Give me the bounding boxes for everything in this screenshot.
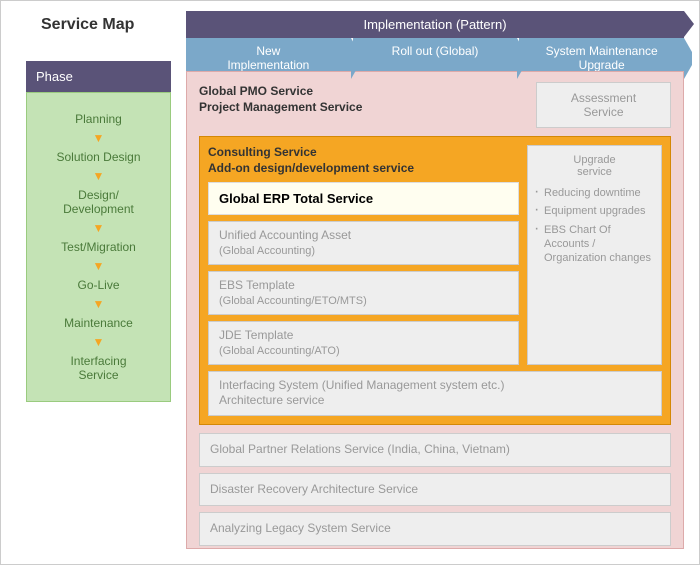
phase-item: Test/Migration — [37, 236, 160, 258]
phase-item: Design/ Development — [37, 184, 160, 220]
consulting-left: Consulting Service Add-on design/develop… — [208, 145, 519, 365]
arrow-down-icon: ▼ — [37, 334, 160, 350]
box-title: EBS Template — [219, 278, 508, 294]
consulting-line1: Consulting Service — [208, 145, 519, 161]
box-sub: (Global Accounting) — [219, 244, 508, 258]
box-sub: (Global Accounting/ETO/MTS) — [219, 294, 508, 308]
implementation-header: Implementation (Pattern) — [186, 11, 684, 38]
arrow-down-icon: ▼ — [37, 258, 160, 274]
assessment-box: Assessment Service — [536, 82, 671, 128]
box-title: JDE Template — [219, 328, 508, 344]
phase-item: Solution Design — [37, 146, 160, 168]
consulting-service-box: Consulting Service Add-on design/develop… — [199, 136, 671, 425]
arrow-down-icon: ▼ — [37, 168, 160, 184]
main-area: Global PMO Service Project Management Se… — [186, 71, 684, 549]
interfacing-title: Interfacing System (Unified Management s… — [219, 378, 651, 394]
service-map-container: Service Map Phase Planning ▼ Solution De… — [0, 0, 700, 565]
service-box-disaster-recovery: Disaster Recovery Architecture Service — [199, 473, 671, 507]
phase-item: Go-Live — [37, 274, 160, 296]
service-box-jde-template: JDE Template (Global Accounting/ATO) — [208, 321, 519, 365]
pmo-service-label: Global PMO Service Project Management Se… — [199, 82, 526, 128]
interfacing-system-box: Interfacing System (Unified Management s… — [208, 371, 662, 416]
arrow-down-icon: ▼ — [37, 220, 160, 236]
service-box-unified-accounting: Unified Accounting Asset (Global Account… — [208, 221, 519, 265]
implementation-row: Implementation (Pattern) New Implementat… — [186, 11, 684, 79]
pmo-line2: Project Management Service — [199, 100, 526, 116]
upgrade-list: Reducing downtime Equipment upgrades EBS… — [534, 184, 655, 267]
upgrade-title: Upgrade service — [534, 154, 655, 178]
consulting-line2: Add-on design/development service — [208, 161, 519, 177]
box-sub: (Global Accounting/ATO) — [219, 344, 508, 358]
arrow-down-icon: ▼ — [37, 296, 160, 312]
arrow-down-icon: ▼ — [37, 130, 160, 146]
service-box-legacy-system: Analyzing Legacy System Service — [199, 512, 671, 546]
pmo-line1: Global PMO Service — [199, 84, 526, 100]
upgrade-item: EBS Chart Of Accounts / Organization cha… — [534, 221, 655, 268]
phase-item: Maintenance — [37, 312, 160, 334]
pmo-row: Global PMO Service Project Management Se… — [199, 82, 671, 128]
upgrade-item: Equipment upgrades — [534, 202, 655, 220]
phase-column: Phase Planning ▼ Solution Design ▼ Desig… — [26, 61, 171, 402]
consulting-header: Consulting Service Add-on design/develop… — [208, 145, 519, 176]
service-box-partner-relations: Global Partner Relations Service (India,… — [199, 433, 671, 467]
interfacing-sub: Architecture service — [219, 393, 651, 409]
box-title: Unified Accounting Asset — [219, 228, 508, 244]
phase-body: Planning ▼ Solution Design ▼ Design/ Dev… — [26, 92, 171, 402]
global-erp-highlight: Global ERP Total Service — [208, 182, 519, 215]
phase-item: Interfacing Service — [37, 350, 160, 386]
phase-header: Phase — [26, 61, 171, 92]
phase-item: Planning — [37, 108, 160, 130]
upgrade-item: Reducing downtime — [534, 184, 655, 202]
service-box-ebs-template: EBS Template (Global Accounting/ETO/MTS) — [208, 271, 519, 315]
upgrade-service-box: Upgrade service Reducing downtime Equipm… — [527, 145, 662, 365]
